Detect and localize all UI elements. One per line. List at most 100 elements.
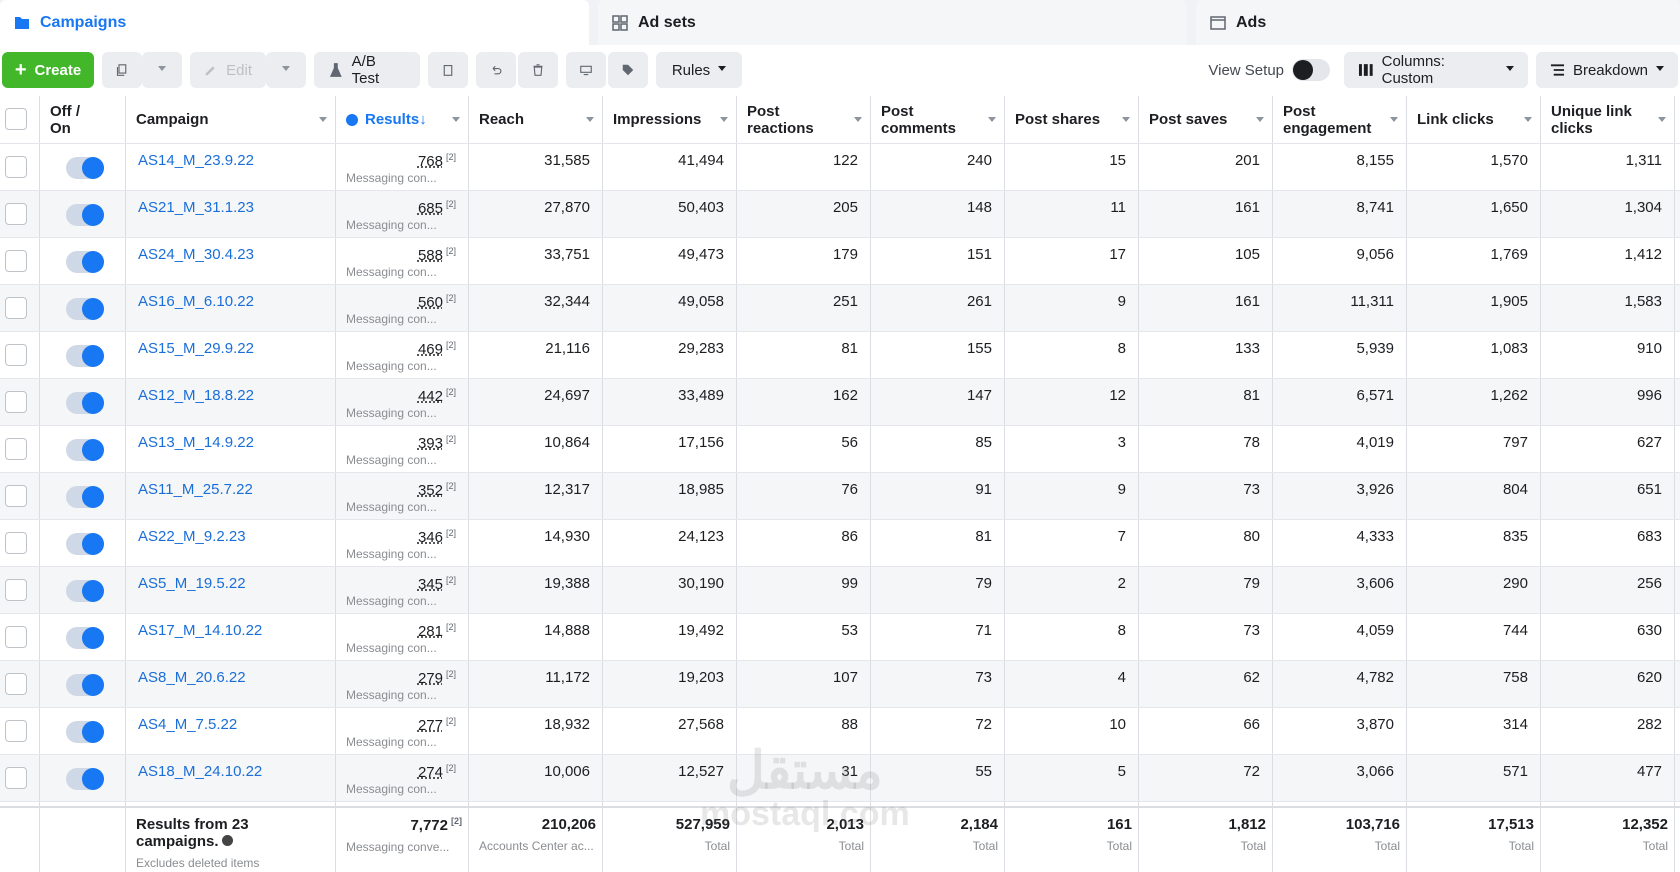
column-menu-caret[interactable] (586, 117, 594, 126)
campaign-link[interactable]: AS13_M_14.9.22 (138, 434, 254, 451)
row-checkbox[interactable] (5, 673, 27, 695)
campaign-toggle[interactable] (66, 627, 104, 649)
campaign-toggle[interactable] (66, 204, 104, 226)
row-checkbox[interactable] (5, 626, 27, 648)
tag-button[interactable] (608, 52, 648, 88)
campaign-toggle[interactable] (66, 721, 104, 743)
header-cell[interactable]: Post saves (1139, 96, 1273, 143)
row-checkbox[interactable] (5, 297, 27, 319)
row-checkbox[interactable] (5, 767, 27, 789)
duplicate-button[interactable] (102, 52, 142, 88)
column-menu-caret[interactable] (988, 117, 996, 126)
campaign-link[interactable]: AS16_M_6.10.22 (138, 293, 254, 310)
breakdown-button[interactable]: Breakdown (1536, 52, 1678, 88)
header-cell[interactable]: Reach (469, 96, 603, 143)
header-cell[interactable]: Link clicks (1407, 96, 1541, 143)
footer-metric: 103,716 (1345, 816, 1400, 833)
campaign-link[interactable]: AS21_M_31.1.23 (138, 199, 254, 216)
header-cell[interactable]: Results ↓ (336, 96, 469, 143)
rules-button[interactable]: Rules (656, 52, 742, 88)
campaign-link[interactable]: AS12_M_18.8.22 (138, 387, 254, 404)
clipboard-button[interactable] (428, 52, 468, 88)
tab[interactable]: Campaigns (0, 0, 589, 45)
metric-value: 3,870 (1356, 716, 1394, 733)
row-checkbox[interactable] (5, 344, 27, 366)
column-menu-caret[interactable] (1390, 117, 1398, 126)
metric-value: 50,403 (678, 199, 724, 216)
column-menu-caret[interactable] (319, 117, 327, 126)
edit-button[interactable]: Edit (190, 52, 266, 88)
header-cell[interactable]: Post reactions (737, 96, 871, 143)
header-cell[interactable]: Post engagement (1273, 96, 1407, 143)
tab[interactable]: Ad sets (598, 0, 1187, 45)
campaign-toggle[interactable] (66, 439, 104, 461)
cell: 10,864 (469, 426, 603, 472)
cell: 73 (871, 661, 1005, 707)
campaign-link[interactable]: AS11_M_25.7.22 (138, 481, 253, 498)
delete-button[interactable] (518, 52, 558, 88)
create-button[interactable]: + Create (2, 52, 94, 88)
dropdown-button[interactable] (266, 52, 306, 88)
campaign-toggle[interactable] (66, 768, 104, 790)
metric-value: 11 (1110, 199, 1126, 216)
view-setup-toggle[interactable] (1292, 59, 1330, 81)
cell: 161 (1139, 191, 1273, 237)
campaign-link[interactable]: AS24_M_30.4.23 (138, 246, 254, 263)
campaign-toggle[interactable] (66, 157, 104, 179)
row-checkbox[interactable] (5, 720, 27, 742)
campaign-link[interactable]: AS5_M_19.5.22 (138, 575, 246, 592)
tab[interactable]: Ads (1196, 0, 1680, 45)
header-cell[interactable]: Post comments (871, 96, 1005, 143)
column-menu-caret[interactable] (1122, 117, 1130, 126)
header-cell[interactable]: Unique link clicks (1541, 96, 1675, 143)
undo-button[interactable] (476, 52, 516, 88)
header-cell[interactable]: Post shares (1005, 96, 1139, 143)
cell: 1,304 (1541, 191, 1675, 237)
column-menu-caret[interactable] (1524, 117, 1532, 126)
row-checkbox[interactable] (5, 485, 27, 507)
column-menu-caret[interactable] (1256, 117, 1264, 126)
campaign-link[interactable]: AS18_M_24.10.22 (138, 763, 263, 780)
columns-button[interactable]: Columns: Custom (1344, 52, 1528, 88)
metric-value: 62 (1243, 669, 1260, 686)
dropdown-button[interactable] (142, 52, 182, 88)
campaign-link[interactable]: AS14_M_23.9.22 (138, 152, 254, 169)
campaign-link[interactable]: AS8_M_20.6.22 (138, 669, 246, 686)
campaign-toggle[interactable] (66, 345, 104, 367)
row-checkbox[interactable] (5, 156, 27, 178)
column-menu-caret[interactable] (1658, 117, 1666, 126)
ab-test-button[interactable]: A/B Test (314, 52, 420, 88)
cell: 14,888 (469, 614, 603, 660)
campaign-link[interactable]: AS22_M_9.2.23 (138, 528, 246, 545)
campaign-toggle[interactable] (66, 674, 104, 696)
campaign-link[interactable]: AS4_M_7.5.22 (138, 716, 238, 733)
campaign-toggle[interactable] (66, 486, 104, 508)
row-checkbox[interactable] (5, 579, 27, 601)
cell: 41,494 (603, 144, 737, 190)
campaign-toggle[interactable] (66, 251, 104, 273)
campaign-toggle[interactable] (66, 298, 104, 320)
cell: 81 (737, 332, 871, 378)
column-menu-caret[interactable] (720, 117, 728, 126)
header-cell[interactable]: Impressions (603, 96, 737, 143)
header-cell[interactable]: Campaign (126, 96, 336, 143)
row-checkbox[interactable] (5, 391, 27, 413)
column-menu-caret[interactable] (452, 117, 460, 126)
metric-value: 4,333 (1356, 528, 1394, 545)
campaign-toggle[interactable] (66, 533, 104, 555)
campaign-link[interactable]: AS17_M_14.10.22 (138, 622, 263, 639)
campaign-link[interactable]: AS15_M_29.9.22 (138, 340, 254, 357)
campaign-toggle[interactable] (66, 392, 104, 414)
row-checkbox[interactable] (5, 532, 27, 554)
campaign-toggle[interactable] (66, 580, 104, 602)
preview-button[interactable] (566, 52, 606, 88)
results: 281 [2] (336, 614, 468, 640)
metric-value: 49,058 (678, 293, 724, 310)
select-all-checkbox[interactable] (5, 108, 27, 130)
column-menu-caret[interactable] (854, 117, 862, 126)
row-checkbox[interactable] (5, 438, 27, 460)
results-value: 274 (417, 764, 443, 781)
row-checkbox[interactable] (5, 250, 27, 272)
row-checkbox[interactable] (5, 203, 27, 225)
cell: 17 (1005, 238, 1139, 284)
